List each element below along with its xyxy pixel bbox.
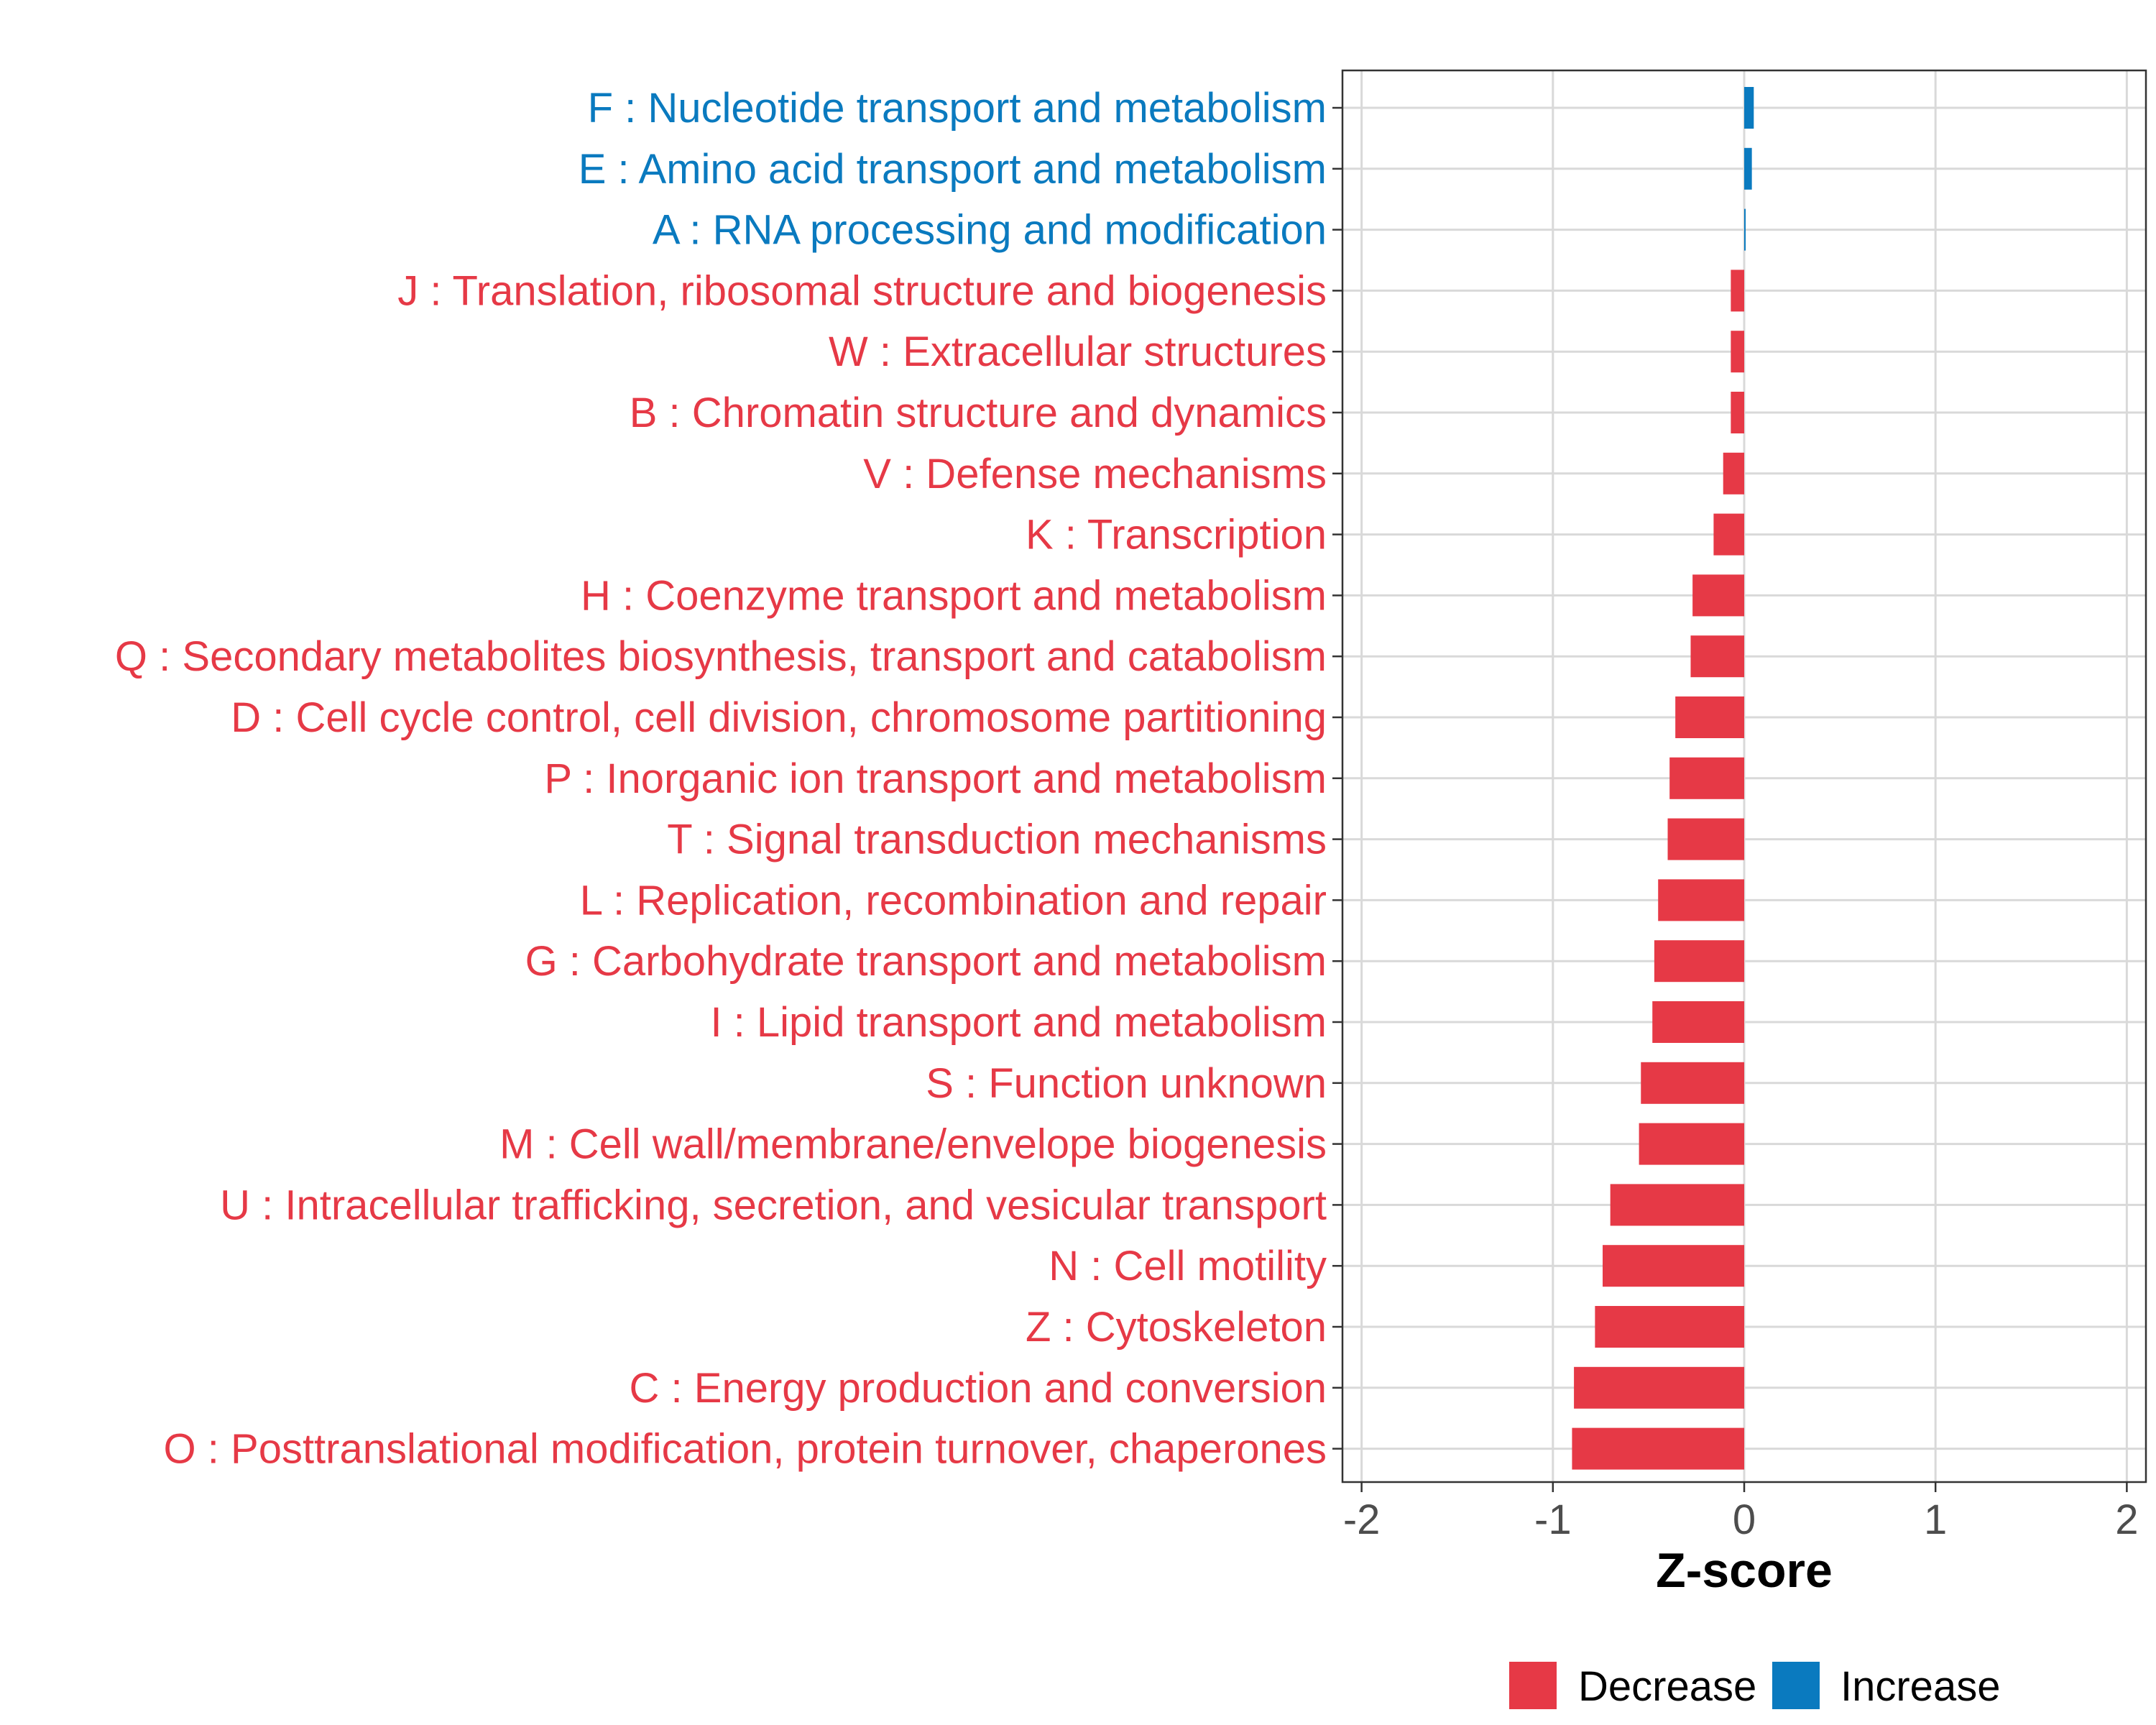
legend-swatch-increase xyxy=(1772,1662,1820,1709)
legend: Decrease Increase xyxy=(1509,1662,2000,1710)
bar xyxy=(1692,574,1744,617)
legend-label-decrease: Decrease xyxy=(1578,1663,1756,1710)
bar xyxy=(1731,392,1744,433)
category-label: E : Amino acid transport and metabolism xyxy=(579,146,1327,193)
bar xyxy=(1723,452,1744,494)
category-label: S : Function unknown xyxy=(926,1060,1327,1107)
category-label: V : Defense mechanisms xyxy=(863,451,1327,497)
x-tick-label: 1 xyxy=(1924,1496,1947,1543)
category-label: Q : Secondary metabolites biosynthesis, … xyxy=(115,633,1327,680)
bar xyxy=(1595,1306,1744,1348)
bar xyxy=(1744,87,1754,129)
legend-label-increase: Increase xyxy=(1841,1663,2000,1710)
bar xyxy=(1675,696,1744,738)
category-label: A : RNA processing and modification xyxy=(653,207,1327,254)
category-label: I : Lipid transport and metabolism xyxy=(710,999,1327,1046)
bar xyxy=(1658,879,1744,921)
category-label: K : Transcription xyxy=(1026,512,1327,558)
category-label: J : Translation, ribosomal structure and… xyxy=(397,267,1327,314)
x-axis: -2 -1 0 1 2 xyxy=(1343,1482,2139,1543)
category-label: Z : Cytoskeleton xyxy=(1026,1304,1327,1351)
bar xyxy=(1603,1245,1744,1287)
bar xyxy=(1572,1427,1744,1470)
category-label: T : Signal transduction mechanisms xyxy=(667,816,1327,863)
bar xyxy=(1713,513,1744,556)
x-tick-label: 0 xyxy=(1733,1496,1756,1543)
bar xyxy=(1652,1001,1744,1043)
category-label: N : Cell motility xyxy=(1049,1243,1327,1289)
bar xyxy=(1731,331,1744,373)
category-label: D : Cell cycle control, cell division, c… xyxy=(231,694,1327,741)
category-label: H : Coenzyme transport and metabolism xyxy=(581,572,1327,619)
x-axis-title: Z-score xyxy=(1656,1543,1833,1598)
bar xyxy=(1610,1184,1744,1226)
bar xyxy=(1639,1123,1744,1165)
category-label: O : Posttranslational modification, prot… xyxy=(164,1426,1327,1473)
category-label: P : Inorganic ion transport and metaboli… xyxy=(544,755,1327,802)
bar xyxy=(1731,270,1744,312)
bar xyxy=(1641,1062,1744,1104)
category-label: L : Replication, recombination and repai… xyxy=(580,877,1327,924)
category-label: M : Cell wall/membrane/envelope biogenes… xyxy=(499,1121,1327,1168)
category-label: C : Energy production and conversion xyxy=(630,1365,1327,1412)
x-tick-label: -2 xyxy=(1343,1496,1381,1543)
bar xyxy=(1574,1366,1744,1409)
x-tick-label: -1 xyxy=(1534,1496,1572,1543)
bar xyxy=(1667,818,1744,860)
category-label: F : Nucleotide transport and metabolism xyxy=(588,85,1327,132)
category-label: U : Intracellular trafficking, secretion… xyxy=(220,1182,1327,1228)
bar xyxy=(1669,757,1744,799)
bar xyxy=(1744,208,1746,251)
category-label: G : Carbohydrate transport and metabolis… xyxy=(525,938,1327,985)
x-tick-label: 2 xyxy=(2115,1496,2138,1543)
legend-swatch-decrease xyxy=(1509,1662,1557,1709)
bar xyxy=(1690,635,1744,678)
category-label: W : Extracellular structures xyxy=(829,328,1327,375)
category-labels: F : Nucleotide transport and metabolism E… xyxy=(115,85,1342,1473)
bar xyxy=(1744,147,1752,190)
bar-layer xyxy=(1572,87,1754,1470)
bar xyxy=(1654,940,1744,983)
category-label: B : Chromatin structure and dynamics xyxy=(630,390,1327,436)
